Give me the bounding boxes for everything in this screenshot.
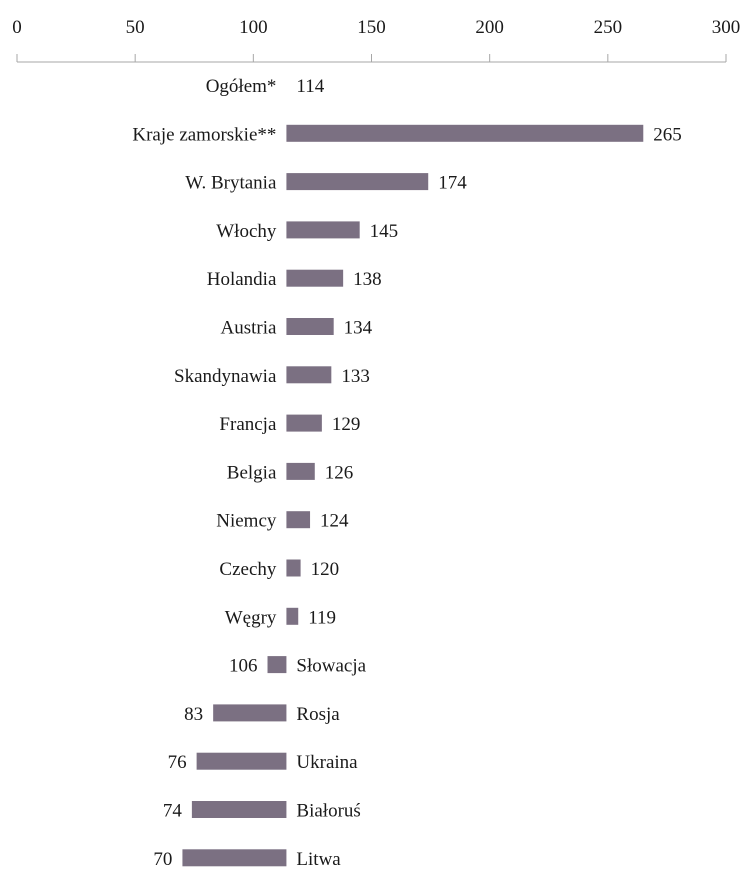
bar [286, 318, 334, 335]
value-label: 174 [438, 173, 467, 194]
value-label: 119 [308, 607, 336, 628]
value-label: 114 [296, 76, 324, 97]
category-label: Rosja [296, 704, 340, 725]
category-label: W. Brytania [185, 173, 277, 194]
category-label: Kraje zamorskie** [132, 124, 276, 145]
bar [286, 124, 644, 142]
category-label: Litwa [296, 849, 341, 870]
bar [286, 511, 311, 529]
category-label: Słowacja [296, 656, 366, 677]
bar [267, 656, 287, 674]
value-label: 133 [341, 366, 370, 387]
bar [286, 366, 332, 384]
category-label: Francja [219, 414, 277, 435]
value-label: 126 [325, 462, 354, 483]
category-label: Ogółem* [206, 76, 277, 97]
bar [286, 269, 344, 287]
bars-group [182, 124, 644, 867]
x-tick-label: 100 [239, 17, 268, 38]
bar [286, 414, 322, 432]
value-label: 134 [344, 318, 373, 339]
value-label: 145 [370, 221, 399, 242]
category-label: Węgry [225, 607, 277, 628]
value-label: 265 [653, 124, 682, 145]
bar [191, 801, 287, 818]
x-tick-label: 0 [12, 17, 22, 38]
bar [286, 173, 429, 191]
category-label: Holandia [207, 269, 277, 290]
value-label: 76 [168, 752, 187, 773]
category-label: Włochy [216, 221, 277, 242]
category-label: Niemcy [216, 511, 277, 532]
value-label: 124 [320, 511, 349, 532]
x-tick-label: 50 [126, 17, 145, 38]
value-label: 106 [229, 656, 258, 677]
value-label: 129 [332, 414, 361, 435]
bar [286, 559, 301, 577]
bar [286, 607, 299, 625]
labels-group: Ogółem* 114 Kraje zamorskie** 265 W. Brytani… [132, 76, 681, 870]
bar [182, 849, 287, 867]
x-tick-label: 200 [475, 17, 504, 38]
category-label: Czechy [219, 559, 276, 580]
bar [286, 462, 315, 480]
category-label: Skandynawia [174, 366, 277, 387]
x-tick-label: 300 [712, 17, 741, 38]
bar [286, 221, 360, 239]
bar [213, 704, 287, 722]
value-label: 83 [184, 704, 203, 725]
value-label: 70 [153, 849, 172, 870]
bar [196, 752, 287, 770]
value-label: 74 [163, 801, 183, 822]
x-tick-label: 150 [357, 17, 386, 38]
category-label: Austria [220, 318, 277, 339]
category-label: Ukraina [296, 752, 358, 773]
value-label: 120 [311, 559, 340, 580]
x-tick-label: 250 [594, 17, 623, 38]
category-label: Białoruś [296, 801, 360, 822]
category-label: Belgia [227, 462, 277, 483]
value-label: 138 [353, 269, 382, 290]
x-axis: 0 50 100 150 200 250 300 [12, 17, 741, 63]
